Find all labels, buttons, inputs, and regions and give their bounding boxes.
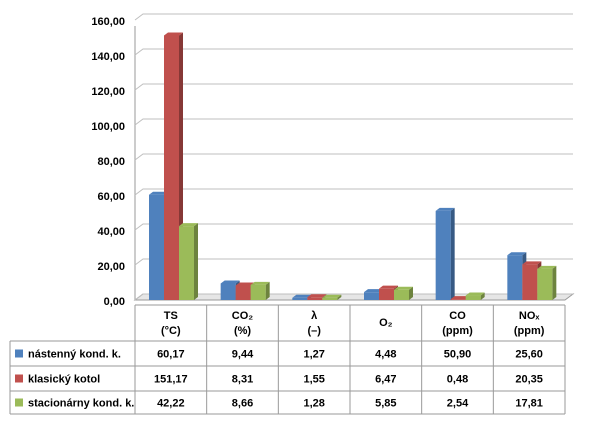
grid-line <box>134 293 573 301</box>
table-value: 25,60 <box>515 348 543 360</box>
x-tick-label: λ <box>311 310 317 322</box>
x-tick-unit: (–) <box>307 325 321 337</box>
bar-side <box>337 294 342 300</box>
y-tick-label: 0,00 <box>104 296 125 308</box>
bar <box>465 295 481 300</box>
x-tick-label: NOₓ <box>519 310 541 322</box>
table-value: 6,47 <box>375 373 396 385</box>
table-value: 60,17 <box>157 348 185 360</box>
bar-side <box>480 292 485 300</box>
bar-top <box>250 281 270 285</box>
bar-side <box>194 223 198 300</box>
bar-top <box>292 294 312 298</box>
y-tick-label: 160,00 <box>91 16 125 28</box>
bar-top <box>220 280 240 284</box>
bar <box>164 35 179 300</box>
table-value: 1,28 <box>303 397 324 409</box>
bar <box>292 297 308 300</box>
table-value: 20,35 <box>515 373 543 385</box>
bar-top <box>537 265 557 269</box>
bar <box>307 297 323 300</box>
legend-swatch <box>15 398 23 407</box>
table-value: 151,17 <box>154 373 188 385</box>
grid-line <box>134 153 573 161</box>
legend-label: klasický kotol <box>28 373 100 385</box>
legend-swatch <box>15 374 23 383</box>
x-tick-label: CO <box>449 310 466 322</box>
legend-label: nástenný kond. k. <box>28 348 121 360</box>
table-value: 17,81 <box>515 397 543 409</box>
x-tick-unit: (%) <box>234 325 251 337</box>
grid-line <box>134 188 573 196</box>
y-tick-label: 140,00 <box>91 51 125 63</box>
bar-top <box>235 282 255 286</box>
bar-side <box>265 281 270 300</box>
legend-label: stacionárny kond. k. <box>28 397 134 409</box>
y-tick-label: 40,00 <box>97 226 125 238</box>
grid-line <box>134 258 573 266</box>
table-value: 42,22 <box>157 397 185 409</box>
bar <box>435 210 451 300</box>
table-value: 2,54 <box>447 397 469 409</box>
bar-top <box>465 292 485 296</box>
y-tick-label: 100,00 <box>91 121 125 133</box>
table-value: 9,44 <box>232 348 254 360</box>
bar <box>250 284 266 300</box>
x-tick-label: O₂ <box>379 317 393 329</box>
bar <box>394 289 409 300</box>
y-tick-label: 80,00 <box>97 156 125 168</box>
table-value: 8,66 <box>232 397 253 409</box>
bar <box>522 264 538 300</box>
bar-top <box>507 252 527 256</box>
table-value: 4,48 <box>375 348 396 360</box>
legend-swatch <box>15 349 23 358</box>
grid-line <box>134 118 573 126</box>
x-tick-unit: (ppm) <box>442 325 473 337</box>
y-tick-label: 20,00 <box>97 261 125 273</box>
bar-top <box>322 294 342 298</box>
table-value: 1,27 <box>303 348 324 360</box>
bar-top <box>179 223 198 227</box>
grid-line <box>134 13 573 21</box>
bar-side <box>450 207 455 300</box>
table-value: 5,85 <box>375 397 396 409</box>
table-value: 8,31 <box>232 373 253 385</box>
bar <box>537 268 553 300</box>
bar-top <box>149 191 168 195</box>
floor <box>133 293 575 301</box>
y-tick-label: 60,00 <box>97 191 125 203</box>
table-value: 1,55 <box>303 373 324 385</box>
x-tick-label: TS <box>164 310 178 322</box>
grid-line <box>134 48 573 56</box>
bar-top <box>379 285 398 289</box>
bar-top <box>307 294 327 298</box>
bar <box>450 299 466 300</box>
bar-top <box>394 286 413 290</box>
bar-side <box>552 265 557 300</box>
grid-line <box>134 223 573 231</box>
bar <box>235 285 251 300</box>
bar <box>364 292 379 300</box>
x-tick-label: CO₂ <box>232 310 254 322</box>
table-value: 0,48 <box>447 373 468 385</box>
grid-line <box>134 83 573 91</box>
bar <box>379 288 394 300</box>
bar-side <box>409 286 413 300</box>
y-tick-label: 120,00 <box>91 86 125 98</box>
bar-top <box>450 296 470 300</box>
bar <box>322 297 338 300</box>
bar <box>149 194 164 300</box>
bar-top <box>364 289 383 293</box>
bar <box>507 255 523 300</box>
bar <box>220 283 236 300</box>
bar-top <box>164 32 183 36</box>
bar-top <box>435 207 455 211</box>
table-value: 50,90 <box>444 348 472 360</box>
bar-top <box>522 261 542 265</box>
bar <box>179 226 194 300</box>
x-tick-unit: (ppm) <box>514 325 545 337</box>
x-tick-unit: (°C) <box>161 325 181 337</box>
